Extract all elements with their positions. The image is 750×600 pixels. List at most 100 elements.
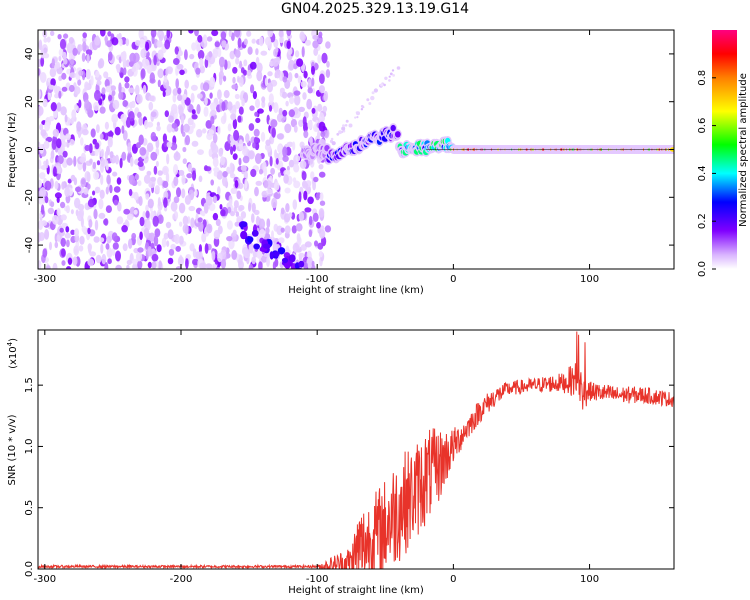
- noise-blob: [104, 79, 110, 88]
- streak-dot: [373, 88, 378, 93]
- noise-blob: [206, 36, 213, 42]
- noise-blob: [94, 149, 99, 157]
- noise-blob: [61, 86, 68, 92]
- noise-blob: [256, 70, 263, 82]
- noise-blob: [305, 39, 311, 46]
- noise-blob: [126, 264, 130, 269]
- noise-blob: [206, 223, 213, 234]
- noise-blob: [238, 139, 244, 151]
- noise-blob: [134, 173, 140, 181]
- noise-blob: [78, 245, 84, 252]
- noise-blob: [321, 52, 328, 64]
- noise-blob: [156, 244, 162, 253]
- noise-blob: [144, 119, 149, 130]
- noise-blob: [302, 92, 307, 100]
- noise-blob: [303, 130, 309, 139]
- streak-dot: [388, 79, 391, 82]
- noise-blob: [99, 189, 105, 199]
- noise-blob: [133, 209, 138, 215]
- x-tick-label: -200: [170, 574, 193, 585]
- noise-blob: [81, 225, 87, 233]
- noise-blob: [231, 84, 239, 90]
- noise-blob: [104, 121, 109, 130]
- noise-blob: [98, 198, 104, 210]
- noise-blob: [178, 169, 185, 176]
- noise-blob: [317, 227, 322, 234]
- noise-blob: [232, 144, 236, 152]
- noise-blob: [55, 61, 61, 69]
- noise-blob: [137, 180, 142, 187]
- noise-blob: [79, 235, 85, 245]
- noise-blob: [208, 129, 215, 136]
- track-blob: [240, 221, 248, 228]
- noise-blob: [307, 196, 314, 205]
- noise-blob: [51, 58, 55, 68]
- noise-blob: [155, 260, 159, 268]
- noise-blob: [98, 212, 106, 219]
- noise-blob: [174, 233, 180, 245]
- noise-blob: [90, 75, 94, 86]
- noise-blob: [243, 69, 247, 76]
- track-blob: [251, 229, 259, 237]
- noise-blob: [259, 36, 264, 47]
- noise-blob: [267, 71, 273, 77]
- noise-blob: [145, 210, 150, 219]
- noise-blob: [38, 68, 41, 76]
- noise-blob: [243, 38, 248, 46]
- noise-blob: [72, 47, 78, 56]
- streak-dot: [366, 98, 370, 102]
- noise-blob: [116, 216, 124, 225]
- noise-blob: [237, 37, 242, 49]
- noise-blob: [297, 77, 302, 84]
- noise-blob: [190, 217, 195, 229]
- noise-blob: [96, 124, 100, 134]
- x-tick-label: -200: [170, 274, 193, 285]
- noise-blob: [289, 96, 295, 105]
- noise-blob: [75, 186, 82, 193]
- colorbar-label: Normalized spectral amplitude: [738, 73, 749, 227]
- noise-blob: [119, 72, 124, 79]
- noise-blob: [40, 129, 47, 137]
- noise-blob: [311, 88, 316, 94]
- noise-blob: [136, 94, 143, 104]
- noise-blob: [318, 171, 326, 178]
- noise-blob: [112, 99, 120, 110]
- noise-blob: [157, 79, 161, 88]
- noise-blob: [62, 150, 68, 158]
- noise-blob: [178, 105, 184, 116]
- noise-blob: [44, 121, 51, 132]
- noise-blob: [122, 243, 128, 252]
- noise-blob: [40, 56, 45, 67]
- noise-blob: [205, 120, 212, 129]
- noise-blob: [288, 159, 295, 168]
- noise-blob: [293, 180, 301, 189]
- noise-blob: [264, 77, 268, 87]
- noise-blob: [100, 157, 105, 167]
- noise-blob: [248, 123, 255, 131]
- noise-blob: [280, 207, 285, 215]
- noise-blob: [58, 90, 62, 99]
- noise-blob: [111, 232, 118, 242]
- noise-blob: [191, 42, 197, 51]
- noise-blob: [54, 241, 59, 249]
- noise-blob: [251, 202, 256, 213]
- noise-blob: [234, 49, 241, 59]
- noise-blob: [235, 101, 241, 109]
- noise-blob: [56, 138, 62, 149]
- noise-blob: [266, 144, 272, 153]
- noise-blob: [318, 250, 323, 258]
- noise-blob: [234, 180, 239, 189]
- noise-blob: [86, 53, 90, 64]
- noise-blob: [293, 63, 298, 70]
- noise-blob: [39, 123, 44, 131]
- snr-series-line: [38, 331, 674, 569]
- noise-blob: [156, 121, 160, 127]
- noise-blob: [217, 252, 223, 263]
- spectrogram-image: [38, 30, 674, 269]
- noise-blob: [175, 245, 181, 252]
- noise-blob: [104, 262, 109, 269]
- noise-blob: [168, 248, 175, 256]
- noise-blob: [69, 72, 77, 79]
- noise-blob: [39, 172, 46, 180]
- noise-blob: [303, 190, 308, 201]
